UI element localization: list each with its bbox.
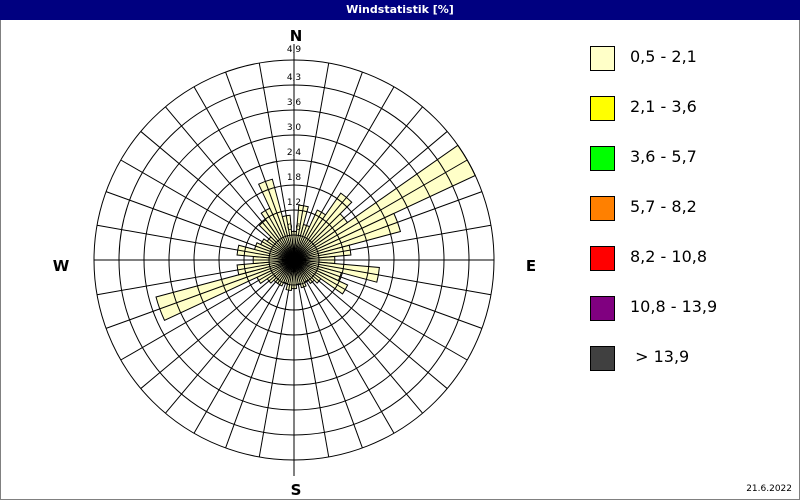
grid-spoke: [293, 106, 423, 261]
ring-label: 3,6: [287, 98, 302, 108]
grid-spoke: [293, 259, 395, 434]
grid-spoke: [293, 259, 363, 449]
grid-spoke: [293, 259, 492, 296]
legend-label: 2,1 - 3,6: [630, 97, 697, 116]
ring-label: 4,9: [287, 45, 302, 55]
ring-label: 1,2: [287, 198, 301, 208]
grid-spoke: [225, 71, 295, 261]
grid-spoke: [120, 259, 295, 361]
ring-label: 1,8: [287, 173, 302, 183]
compass-e: E: [526, 257, 536, 275]
grid-spoke: [293, 159, 468, 261]
legend-swatch: [590, 246, 615, 271]
legend-swatch: [590, 146, 615, 171]
compass-w: W: [53, 257, 70, 275]
grid-spoke: [165, 259, 295, 414]
center-dot: [289, 255, 299, 265]
legend-swatch: [590, 296, 615, 321]
legend-label: 5,7 - 8,2: [630, 197, 697, 216]
grid-spoke: [293, 259, 468, 361]
grid-spoke: [293, 259, 330, 458]
legend-label: 8,2 - 10,8: [630, 247, 708, 266]
grid-spoke: [293, 224, 492, 261]
legend-swatch: [590, 96, 615, 121]
legend-label: 3,6 - 5,7: [630, 147, 697, 166]
window-title: Windstatistik [%]: [0, 0, 800, 20]
grid-spoke: [96, 224, 295, 261]
legend-swatch: [590, 196, 615, 221]
ring-label: 3,0: [287, 123, 302, 133]
grid-spoke: [140, 259, 295, 389]
grid-spoke: [140, 131, 295, 261]
grid-spoke: [258, 62, 295, 261]
grid-spoke: [225, 259, 295, 449]
grid-spoke: [293, 259, 423, 414]
grid-spoke: [120, 159, 295, 261]
legend-label: 10,8 - 13,9: [630, 297, 718, 316]
grid-spoke: [293, 259, 448, 389]
grid-spoke: [165, 106, 295, 261]
ring-label: 4,3: [287, 73, 301, 83]
date-label: 21.6.2022: [746, 484, 792, 494]
grid-spoke: [193, 259, 295, 434]
legend-label: 0,5 - 2,1: [630, 47, 697, 66]
grid-spoke: [193, 86, 295, 261]
ring-label: 0,6: [287, 223, 302, 233]
legend-swatch: [590, 46, 615, 71]
grid-spoke: [105, 259, 295, 329]
grid-spoke: [293, 191, 483, 261]
compass-n: N: [290, 27, 303, 45]
grid-spoke: [96, 259, 295, 296]
compass-s: S: [291, 481, 302, 499]
grid-spoke: [293, 62, 330, 261]
grid-spoke: [293, 71, 363, 261]
legend-label: > 13,9: [630, 347, 690, 366]
bar-60deg: [293, 144, 476, 261]
grid-spoke: [258, 259, 295, 458]
grid-spoke: [293, 259, 483, 329]
grid-spoke: [293, 86, 395, 261]
grid-spoke: [293, 131, 448, 261]
ring-label: 2,4: [287, 148, 302, 158]
grid-spoke: [105, 191, 295, 261]
legend-swatch: [590, 346, 615, 371]
